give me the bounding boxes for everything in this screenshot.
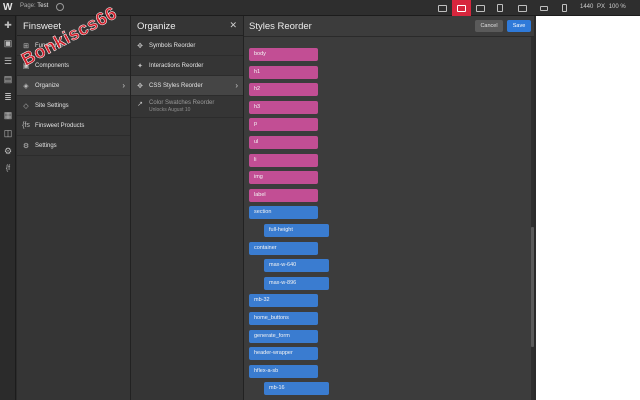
finsweet-item-products[interactable]: {fs Finsweet Products: [17, 116, 130, 136]
move-icon: ✥: [137, 42, 143, 50]
style-pill-home-buttons[interactable]: home_buttons: [249, 312, 318, 325]
unlock-date: Unlocks August 10: [149, 107, 191, 113]
cms-icon[interactable]: ≣: [4, 92, 12, 102]
organize-item-css-styles[interactable]: ✥ CSS Styles Reorder ›: [131, 76, 243, 96]
cancel-button[interactable]: Cancel: [475, 20, 503, 32]
finsweet-item-organize[interactable]: ◈ Organize ›: [17, 76, 130, 96]
organize-item-label: Color Swatches Reorder: [149, 100, 215, 106]
breakpoint-desktop-icon[interactable]: [452, 0, 471, 16]
close-icon[interactable]: ✕: [229, 20, 237, 30]
site-settings-icon: ◇: [23, 102, 29, 110]
finsweet-logo-icon[interactable]: ◫: [3, 128, 13, 138]
finsweet-item-settings[interactable]: ⚙ Settings: [17, 136, 130, 156]
breakpoint-tablet-icon[interactable]: [490, 0, 509, 16]
chevron-right-icon: ›: [235, 81, 238, 90]
style-pill-mb-32[interactable]: mb-32: [249, 294, 318, 308]
pages-icon[interactable]: ▤: [3, 74, 13, 84]
navigator-icon[interactable]: ☰: [3, 56, 13, 66]
finsweet-item-functional[interactable]: ⊞ Functional: [17, 36, 130, 56]
canvas-width: 1440: [580, 4, 594, 10]
top-bar: W Page: Test 1440 PX 100 %: [0, 0, 640, 16]
components-icon: ▣: [22, 62, 30, 70]
style-pill-full-height[interactable]: full-height: [264, 224, 329, 237]
organize-title: Organize: [137, 21, 176, 32]
organize-item-symbols[interactable]: ✥ Symbols Reorder: [131, 36, 243, 56]
styles-reorder-title: Styles Reorder: [249, 21, 312, 32]
style-pill-h2[interactable]: h2: [249, 83, 318, 97]
preview-eye-icon[interactable]: [56, 3, 64, 11]
style-pill-max-w-640[interactable]: max-w-640: [264, 259, 329, 273]
breakpoint-laptop-icon[interactable]: [471, 0, 490, 16]
finsweet-item-label: Organize: [35, 82, 60, 89]
organize-item-label: CSS Styles Reorder: [149, 82, 203, 89]
organize-panel: Organize ✕ ✥ Symbols Reorder ✦ Interacti…: [131, 16, 244, 400]
page-name: Test: [37, 3, 49, 9]
style-pill-h1[interactable]: h1: [249, 65, 318, 79]
webflow-logo-icon[interactable]: W: [3, 2, 13, 13]
styles-reorder-header: Styles Reorder Cancel Save: [244, 16, 534, 37]
organize-item-label: Symbols Reorder: [149, 42, 196, 49]
plus-icon[interactable]: ✚: [4, 20, 12, 30]
canvas-zoom: 100 %: [608, 4, 626, 10]
assets-icon[interactable]: ▦: [3, 110, 13, 120]
finsweet-item-components[interactable]: ▣ Components: [17, 56, 130, 76]
finsweet-panel: Finsweet ⊞ Functional ▣ Components ◈ Org…: [17, 16, 131, 400]
organize-item-color-swatches: ↗ Color Swatches Reorder Unlocks August …: [131, 96, 243, 118]
design-canvas[interactable]: [536, 16, 640, 400]
style-pill-header-wrapper[interactable]: header-wrapper: [249, 347, 318, 361]
style-pill-max-w-896[interactable]: max-w-896: [264, 276, 329, 290]
swatches-icon: ↗: [137, 101, 143, 108]
style-pill-li[interactable]: li: [249, 153, 318, 167]
page-prefix: Page:: [20, 3, 36, 9]
left-icon-rail: ✚ ▣ ☰ ▤ ≣ ▦ ◫ ⚙ {f: [0, 16, 16, 400]
move-icon: ✥: [137, 82, 143, 90]
page-selector[interactable]: Page: Test: [20, 3, 48, 9]
breakpoint-tablet-landscape-icon[interactable]: [513, 0, 532, 16]
organize-panel-title: Organize ✕: [131, 16, 243, 36]
style-pill-mb-16[interactable]: mb-16: [264, 382, 329, 396]
scrollbar[interactable]: [531, 37, 534, 400]
style-pill-section[interactable]: section: [249, 206, 318, 220]
style-pill-generate-form[interactable]: generate_form: [249, 329, 318, 343]
style-pill-label[interactable]: label: [249, 188, 318, 202]
style-pill-ul[interactable]: ul: [249, 136, 318, 149]
finsweet-item-label: Components: [35, 62, 70, 69]
save-button[interactable]: Save: [507, 20, 531, 32]
style-pill-hflex-a-sb[interactable]: hflex-a-sb: [249, 364, 318, 378]
style-pill-h3[interactable]: h3: [249, 100, 318, 114]
breakpoint-mobile-icon[interactable]: [555, 0, 574, 16]
fs-extension-icon[interactable]: {f: [5, 165, 11, 172]
finsweet-item-label: Site Settings: [35, 102, 69, 109]
organize-item-label: Interactions Reorder: [149, 62, 204, 69]
functional-icon: ⊞: [23, 42, 29, 50]
breakpoint-large-desktop-icon[interactable]: [433, 0, 452, 16]
finsweet-item-label: Functional: [35, 42, 63, 49]
organize-item-interactions[interactable]: ✦ Interactions Reorder: [131, 56, 243, 76]
settings-icon[interactable]: ⚙: [3, 146, 13, 156]
canvas-unit: PX: [597, 4, 606, 10]
finsweet-item-label: Settings: [35, 142, 57, 149]
organize-icon: ◈: [23, 82, 29, 90]
style-pill-body[interactable]: body: [249, 48, 318, 61]
finsweet-item-site-settings[interactable]: ◇ Site Settings: [17, 96, 130, 116]
canvas-size-readout: 1440 PX 100 %: [580, 4, 628, 10]
scrollbar-thumb[interactable]: [531, 227, 534, 347]
finsweet-products-icon: {fs: [22, 122, 30, 129]
style-pill-img[interactable]: img: [249, 171, 318, 185]
finsweet-item-label: Finsweet Products: [35, 122, 85, 129]
style-pill-container[interactable]: container: [249, 241, 318, 255]
breakpoint-mobile-landscape-icon[interactable]: [534, 0, 553, 16]
finsweet-panel-title: Finsweet: [17, 16, 130, 36]
chevron-right-icon: ›: [122, 81, 125, 90]
style-pill-p[interactable]: p: [249, 118, 318, 132]
finsweet-title: Finsweet: [23, 21, 62, 32]
box-icon[interactable]: ▣: [3, 38, 13, 48]
settings-gear-icon: ⚙: [22, 142, 30, 150]
interactions-icon: ✦: [137, 62, 143, 70]
styles-reorder-panel: Styles Reorder Cancel Save body h1 h2 h3 p ul…: [244, 16, 534, 400]
